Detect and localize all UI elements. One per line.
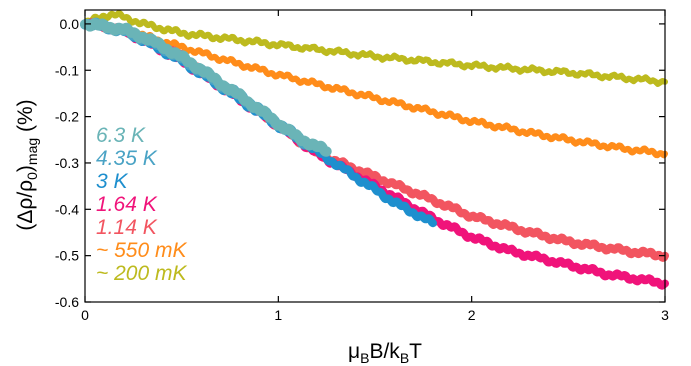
y-tick-label: -0.1 [55, 62, 79, 78]
legend-entry: ~ 200 mK [96, 262, 187, 285]
series-line-1 [82, 19, 668, 159]
x-axis-label: μBB/kBT [348, 340, 422, 366]
legend-layer: 6.3 K4.35 K3 K1.64 K1.14 K~ 550 mK~ 200 … [96, 124, 187, 285]
y-tick-label: -0.5 [55, 248, 79, 264]
y-tick-label: -0.4 [55, 201, 79, 217]
y-tick-label: -0.3 [55, 155, 79, 171]
legend-entry: ~ 550 mK [96, 239, 187, 262]
x-tick-label: 0 [81, 307, 89, 323]
legend-entry: 1.14 K [96, 216, 158, 239]
y-tick-label: -0.6 [55, 294, 79, 310]
legend-entry: 4.35 K [96, 147, 158, 170]
x-tick-label: 1 [274, 307, 282, 323]
plot-frame [84, 9, 666, 303]
series-line-6 [80, 18, 332, 157]
ticks-layer: 0 1 2 3 0.0 -0.1 -0.2 -0.3 -0.4 -0.5 -0.6 [55, 10, 669, 323]
x-tick-label: 3 [661, 307, 669, 323]
y-axis-label: (Δρ/ρ0)mag (%) [14, 99, 40, 230]
legend-entry: 3 K [96, 170, 129, 193]
series-line-0 [82, 10, 668, 87]
x-tick-label: 2 [468, 307, 476, 323]
legend-entry: 1.64 K [96, 193, 158, 216]
series-layer [80, 10, 669, 290]
y-tick-label: 0.0 [60, 16, 80, 32]
y-tick-label: -0.2 [55, 109, 79, 125]
legend-entry: 6.3 K [96, 124, 146, 147]
